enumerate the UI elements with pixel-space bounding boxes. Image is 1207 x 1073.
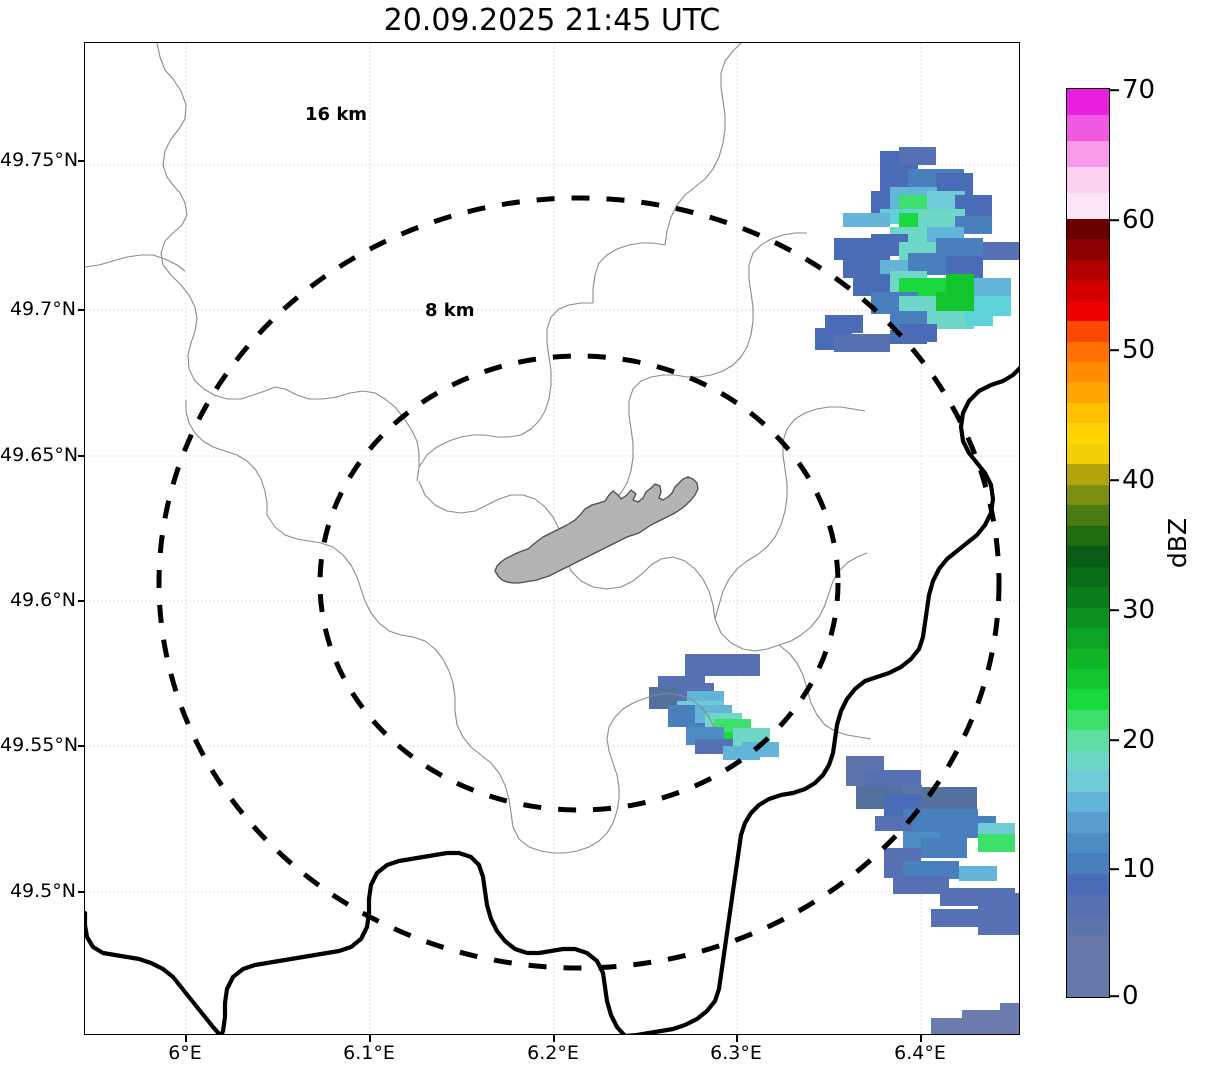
colorbar-band [1067, 140, 1109, 167]
colorbar-band [1067, 873, 1109, 895]
colorbar-band [1067, 89, 1109, 115]
ytick-mark [78, 600, 85, 602]
echo-southeast-cell [846, 756, 1019, 935]
xtick-label-6-4e: 6.4°E [894, 1042, 946, 1064]
page-title: 20.09.2025 21:45 UTC [383, 3, 721, 38]
colorbar-tick-label-30: 30 [1122, 595, 1156, 625]
colorbar-band [1067, 280, 1109, 301]
colorbar-tick-label-10: 10 [1122, 854, 1156, 884]
colorbar-band [1067, 832, 1109, 854]
national-border [85, 366, 1019, 1034]
range-ring-16km [156, 195, 1002, 971]
ytick-label-49-65: 49.65°N [0, 444, 79, 466]
range-ring-label-8km: 8 km [425, 300, 475, 321]
xtick-mark [185, 1035, 187, 1042]
colorbar-band [1067, 812, 1109, 833]
echo-south-edge-cell [931, 1003, 1019, 1034]
colorbar-band [1067, 423, 1109, 444]
colorbar-band [1067, 114, 1109, 141]
xtick-mark [920, 1035, 922, 1042]
admin-boundaries [85, 43, 872, 854]
colorbar-band [1067, 464, 1109, 485]
xtick-label-6-3e: 6.3°E [710, 1042, 762, 1064]
colorbar-band [1067, 402, 1109, 424]
colorbar-tick-mark [1110, 609, 1119, 611]
colorbar-band [1067, 341, 1109, 362]
colorbar-band [1067, 976, 1109, 997]
colorbar-tick-mark [1110, 219, 1119, 221]
colorbar-band [1067, 259, 1109, 281]
ytick-mark [78, 455, 85, 457]
xtick-label-6e: 6°E [168, 1042, 202, 1064]
range-ring-label-16km: 16 km [305, 104, 368, 125]
colorbar-tick-label-50: 50 [1122, 335, 1156, 365]
ytick-mark [78, 309, 85, 311]
colorbar-tick-label-20: 20 [1122, 725, 1156, 755]
xtick-mark [369, 1035, 371, 1042]
colorbar-band [1067, 321, 1109, 342]
colorbar-band [1067, 914, 1109, 936]
colorbar-band [1067, 607, 1109, 629]
colorbar-band [1067, 192, 1109, 219]
ytick-label-49-55: 49.55°N [0, 734, 79, 756]
range-rings [156, 195, 1002, 971]
colorbar-tick-mark [1110, 479, 1119, 481]
colorbar-tick-label-40: 40 [1122, 465, 1156, 495]
ytick-label-49-5: 49.5°N [9, 880, 76, 902]
xtick-mark [553, 1035, 555, 1042]
colorbar-band [1067, 935, 1109, 956]
colorbar-band [1067, 628, 1109, 649]
colorbar-band [1067, 525, 1109, 547]
colorbar-tick-mark [1110, 349, 1119, 351]
ytick-label-49-75: 49.75°N [0, 149, 79, 171]
colorbar-tick-mark [1110, 868, 1119, 870]
radar-map-svg [85, 43, 1019, 1034]
colorbar-band [1067, 166, 1109, 193]
colorbar-band [1067, 730, 1109, 751]
range-ring-8km [317, 353, 841, 813]
colorbar-band [1067, 382, 1109, 403]
colorbar-band [1067, 955, 1109, 977]
colorbar-band [1067, 853, 1109, 874]
colorbar-tick-mark [1110, 89, 1119, 91]
colorbar-band [1067, 791, 1109, 813]
colorbar-tick-label-60: 60 [1122, 205, 1156, 235]
colorbar[interactable] [1066, 88, 1110, 998]
colorbar-tick-label-70: 70 [1122, 75, 1156, 105]
colorbar-band [1067, 361, 1109, 383]
colorbar-tick-label-0: 0 [1122, 981, 1139, 1011]
colorbar-band [1067, 750, 1109, 772]
colorbar-band [1067, 484, 1109, 506]
colorbar-band [1067, 300, 1109, 322]
colorbar-band [1067, 771, 1109, 792]
xtick-mark [736, 1035, 738, 1042]
city-polygon [494, 476, 699, 584]
xtick-label-6-1e: 6.1°E [343, 1042, 395, 1064]
colorbar-tick-mark [1110, 995, 1119, 997]
colorbar-tick-mark [1110, 739, 1119, 741]
radar-map-axes[interactable]: 16 km 8 km [84, 42, 1020, 1035]
ytick-mark [78, 745, 85, 747]
ytick-label-49-6: 49.6°N [9, 589, 76, 611]
colorbar-axis-label: dBZ [1163, 517, 1192, 569]
colorbar-band [1067, 669, 1109, 690]
ytick-mark [78, 160, 85, 162]
ytick-label-49-7: 49.7°N [9, 298, 76, 320]
colorbar-band [1067, 443, 1109, 465]
colorbar-band [1067, 239, 1109, 260]
echo-northeast-cell [815, 147, 1019, 352]
xtick-label-6-2e: 6.2°E [527, 1042, 579, 1064]
colorbar-band [1067, 648, 1109, 669]
colorbar-band [1067, 894, 1109, 915]
colorbar-band [1067, 709, 1109, 731]
ytick-mark [78, 891, 85, 893]
colorbar-band [1067, 566, 1109, 588]
colorbar-band [1067, 587, 1109, 608]
colorbar-band [1067, 218, 1109, 240]
colorbar-band [1067, 689, 1109, 710]
colorbar-band [1067, 505, 1109, 526]
colorbar-band [1067, 546, 1109, 567]
map-gridlines [85, 43, 1019, 1034]
